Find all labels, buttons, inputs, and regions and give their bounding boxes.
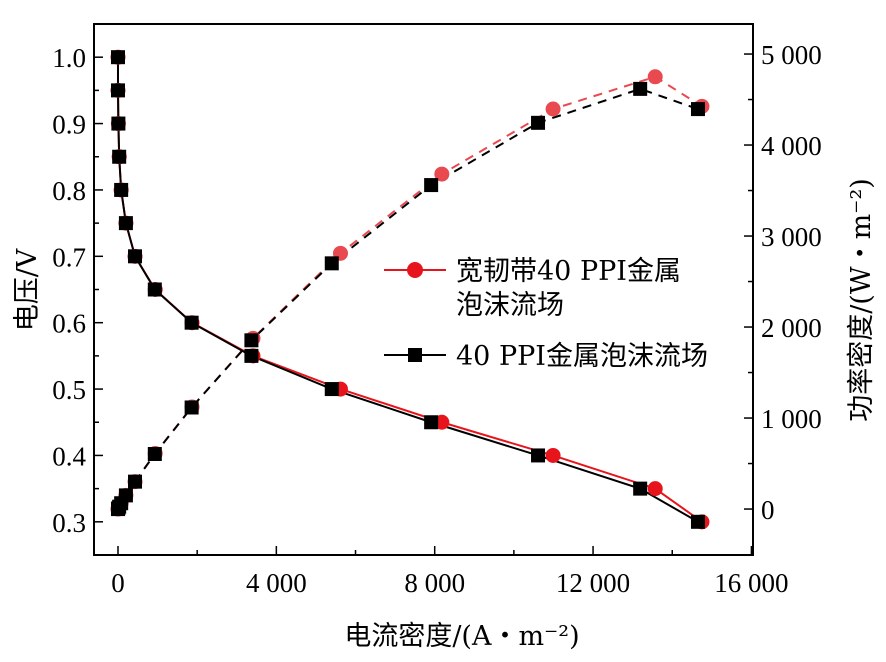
voltage-line-series-1 (116, 57, 703, 523)
power-point-series-1 (545, 101, 561, 117)
power-line-series-2 (117, 87, 699, 510)
legend-marker-series-2 (408, 348, 422, 362)
power-point-series-2 (531, 115, 546, 130)
power-point-series-2 (633, 81, 648, 96)
power-point-series-1 (434, 166, 450, 182)
y2-tick-label: 1 000 (761, 404, 822, 434)
power-point-series-2 (184, 400, 199, 415)
power-point-series-2 (128, 474, 143, 489)
voltage-point-series-2 (324, 382, 339, 397)
voltage-point-series-2 (633, 481, 648, 496)
y-axis-title: 电压/V (12, 248, 43, 331)
voltage-line-series-2 (116, 57, 699, 523)
power-point-series-2 (324, 256, 339, 271)
voltage-point-series-2 (110, 83, 125, 98)
x-tick-label: 0 (111, 568, 125, 598)
y-tick-label: 0.9 (52, 110, 86, 140)
voltage-point-series-2 (112, 149, 127, 164)
legend-label-series-2: 40 PPI金属泡沫流场 (456, 341, 708, 372)
plot-frame (93, 23, 754, 556)
x-tick-label: 12 000 (556, 568, 630, 598)
power-line-series-1 (117, 75, 703, 510)
legend-marker-series-1 (407, 262, 423, 278)
voltage-point-series-1 (545, 447, 561, 463)
voltage-point-series-2 (111, 116, 126, 131)
y-tick-label: 0.4 (52, 441, 86, 471)
legend: 宽韧带40 PPI金属 泡沫流场 40 PPI金属泡沫流场 (384, 256, 708, 372)
voltage-point-series-2 (184, 315, 199, 330)
y-tick-label: 0.8 (52, 176, 86, 206)
y2-tick-label: 4 000 (761, 131, 822, 161)
power-point-series-2 (118, 488, 133, 503)
x-axis-title: 电流密度/(A・m⁻²) (344, 621, 579, 652)
power-point-series-2 (244, 333, 259, 348)
legend-label-series-1-line-1: 宽韧带40 PPI金属 (456, 256, 681, 287)
voltage-point-series-2 (147, 282, 162, 297)
voltage-point-series-2 (118, 216, 133, 231)
power-point-series-2 (424, 178, 439, 193)
y2-tick-label: 0 (761, 495, 775, 525)
y-tick-label: 0.3 (52, 508, 86, 538)
power-point-series-2 (147, 446, 162, 461)
power-point-series-1 (647, 69, 663, 85)
y-tick-label: 1.0 (52, 43, 86, 73)
power-point-series-2 (690, 102, 705, 117)
y2-axis-title: 功率密度/(W・m⁻²) (846, 178, 877, 422)
voltage-point-series-2 (244, 348, 259, 363)
y2-tick-label: 3 000 (761, 222, 822, 252)
voltage-point-series-2 (690, 514, 705, 529)
y-tick-label: 0.6 (52, 309, 86, 339)
voltage-point-series-2 (110, 50, 125, 65)
voltage-point-series-2 (114, 182, 129, 197)
y-tick-label: 0.5 (52, 375, 86, 405)
x-tick-label: 8 000 (404, 568, 465, 598)
y-tick-label: 0.7 (52, 242, 86, 272)
voltage-point-series-1 (647, 481, 663, 497)
x-tick-label: 4 000 (246, 568, 307, 598)
voltage-point-series-2 (128, 249, 143, 264)
voltage-point-series-2 (424, 415, 439, 430)
legend-label-series-1-line-2: 泡沫流场 (456, 290, 564, 321)
y2-tick-label: 2 000 (761, 313, 822, 343)
x-tick-label: 16 000 (714, 568, 788, 598)
y2-tick-label: 5 000 (761, 40, 822, 70)
voltage-point-series-2 (531, 448, 546, 463)
